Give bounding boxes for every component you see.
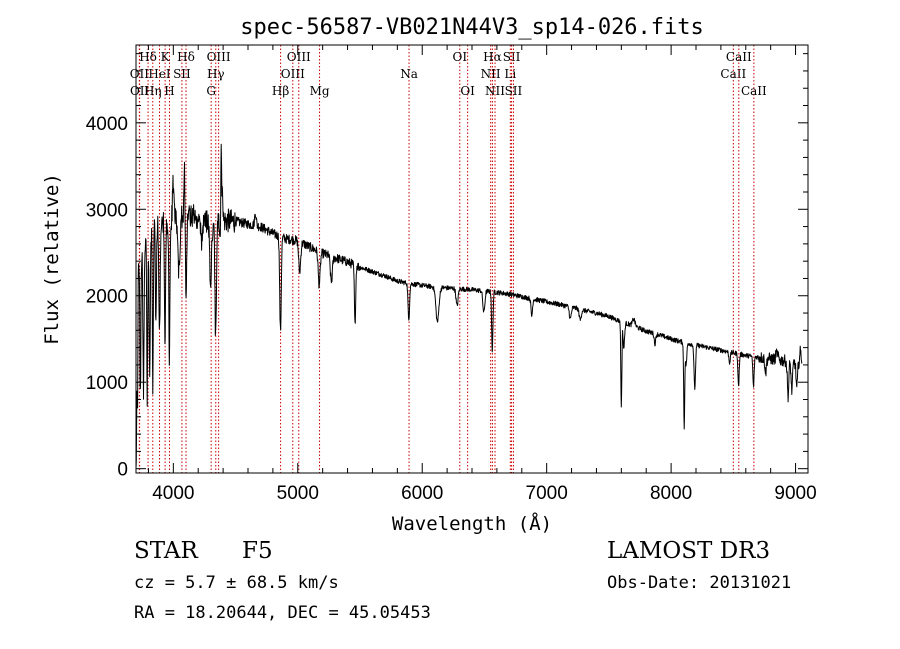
x-axis-label: Wavelength (Å) <box>392 512 552 535</box>
x-tick-label: 5000 <box>277 483 319 504</box>
line-marker-label: Hβ <box>272 84 289 98</box>
line-marker-label: HeI <box>148 67 171 81</box>
observation-date: Obs-Date: 20131021 <box>607 573 792 593</box>
y-tick-label: 3000 <box>86 200 128 221</box>
line-marker-label: SII <box>173 67 191 81</box>
line-marker-label: Hδ <box>177 50 195 64</box>
spectrum-series <box>135 143 803 469</box>
line-marker-label: OII <box>130 84 150 98</box>
x-tick-label: 7000 <box>526 483 568 504</box>
sky-coordinates: RA = 18.20644, DEC = 45.05453 <box>134 603 431 623</box>
x-axis: 4000 5000 6000 7000 8000 9000 <box>147 45 817 504</box>
line-marker-label: CaII <box>726 50 752 64</box>
line-marker-label: OI <box>460 84 475 98</box>
y-axis: 0 1000 2000 3000 4000 <box>86 53 808 481</box>
line-marker-label: H <box>164 84 174 98</box>
x-tick-label: 8000 <box>650 483 692 504</box>
line-marker-label: OIII <box>281 67 305 81</box>
y-tick-label: 0 <box>117 460 128 481</box>
spectral-subclass: F5 <box>242 538 273 564</box>
line-marker-label: Mg <box>310 84 330 98</box>
line-marker-label: CaII <box>741 84 767 98</box>
line-marker-label: NII <box>481 67 501 81</box>
line-marker-label: Hα <box>483 50 502 64</box>
line-marker-label: OIII <box>207 50 231 64</box>
y-axis-label: Flux (relative) <box>41 173 63 345</box>
line-markers: HδOIIOIIHeIHηKSIIHHδGOIIIHγHβOIIIOIIIMgN… <box>130 45 767 473</box>
line-marker-label: OIII <box>287 50 311 64</box>
line-marker-label: NII <box>485 84 505 98</box>
line-marker-label: Na <box>400 67 418 81</box>
line-marker-label: Hη <box>144 84 162 98</box>
object-class: STAR <box>134 538 198 564</box>
x-tick-label: 9000 <box>774 483 816 504</box>
plot-frame <box>135 44 809 474</box>
x-tick-label: 4000 <box>152 483 194 504</box>
line-marker-label: G <box>206 84 216 98</box>
line-marker-label: K <box>161 50 171 64</box>
spectrum-trace <box>135 143 803 469</box>
line-marker-label: CaII <box>720 67 746 81</box>
chart-title: spec-56587-VB021N44V3_sp14-026.fits <box>240 15 704 40</box>
line-marker-label: Hδ <box>139 50 157 64</box>
line-marker-label: Li <box>504 67 516 81</box>
y-tick-label: 1000 <box>86 373 128 394</box>
line-marker-label: Hγ <box>207 67 225 81</box>
y-tick-label: 2000 <box>86 287 128 308</box>
line-marker-label: OI <box>453 50 468 64</box>
survey-name: LAMOST DR3 <box>607 538 771 564</box>
y-tick-label: 4000 <box>86 114 128 135</box>
line-marker-label: SII <box>505 84 523 98</box>
x-tick-label: 6000 <box>401 483 443 504</box>
line-marker-label: SII <box>503 50 521 64</box>
redshift-velocity: cz = 5.7 ± 68.5 km/s <box>134 573 339 593</box>
